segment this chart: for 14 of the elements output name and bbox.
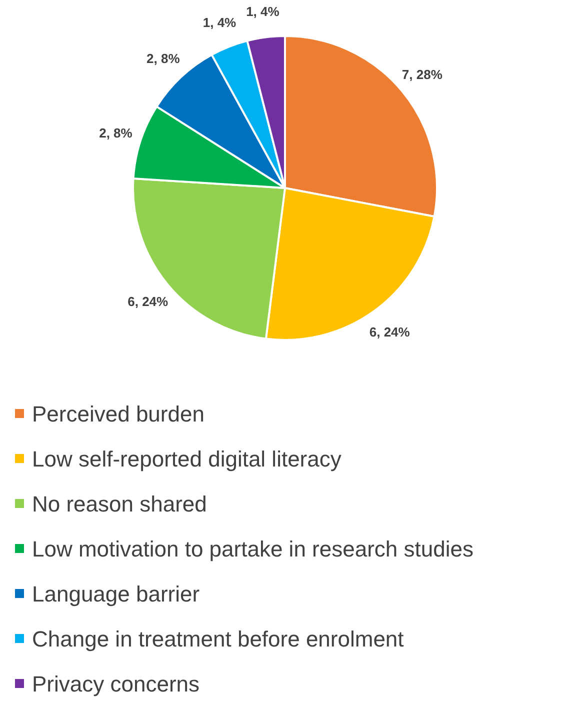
legend-label: Change in treatment before enrolment bbox=[32, 626, 404, 652]
data-label: 2, 8% bbox=[99, 126, 133, 141]
legend-label: Low motivation to partake in research studies bbox=[32, 536, 474, 562]
data-label: 1, 4% bbox=[202, 15, 237, 30]
data-label: 2, 8% bbox=[146, 50, 180, 66]
legend-label: No reason shared bbox=[32, 492, 207, 517]
data-label: 1, 4% bbox=[246, 4, 280, 19]
data-label: 6, 24% bbox=[128, 294, 169, 310]
data-label: 7, 28% bbox=[402, 67, 443, 82]
data-label: 6, 24% bbox=[369, 324, 410, 340]
legend-label: Language barrier bbox=[32, 582, 200, 607]
legend-label: Privacy concerns bbox=[32, 672, 200, 697]
legend-label: Low self-reported digital literacy bbox=[32, 446, 342, 472]
legend-label: Perceived burden bbox=[32, 402, 204, 427]
